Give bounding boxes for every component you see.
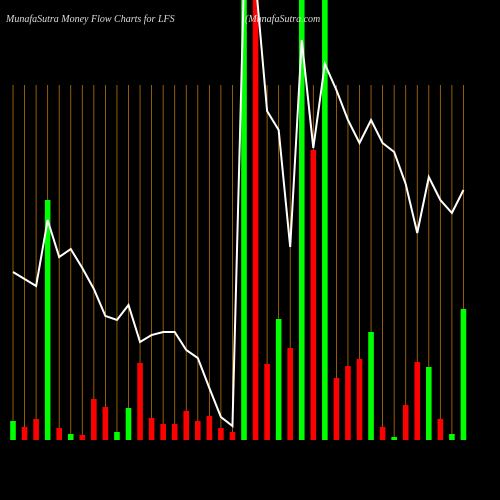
bar <box>298 0 305 440</box>
bar <box>33 419 39 440</box>
bar <box>310 150 317 440</box>
bar <box>114 432 120 440</box>
bar <box>56 428 62 440</box>
bar <box>322 0 328 440</box>
bar <box>10 421 16 440</box>
bar <box>229 432 236 440</box>
line-layer <box>12 0 465 429</box>
bar <box>125 408 132 440</box>
bar <box>414 362 421 440</box>
bar <box>264 364 270 440</box>
bar <box>287 348 293 440</box>
bar <box>79 435 86 440</box>
bar <box>195 421 201 440</box>
bar <box>379 427 386 440</box>
bar <box>333 378 340 440</box>
money-flow-line <box>12 0 465 429</box>
bar <box>426 367 432 440</box>
bar <box>91 399 97 440</box>
bar <box>402 405 409 440</box>
bar <box>275 319 282 440</box>
bar <box>160 424 166 440</box>
bars <box>10 0 467 440</box>
bar <box>368 332 374 440</box>
grid <box>12 85 464 440</box>
bar <box>391 437 397 440</box>
bar <box>206 416 213 440</box>
bar <box>67 434 74 440</box>
bar <box>449 434 455 440</box>
chart-subtitle: (MunafaSutra.com <box>245 14 320 25</box>
bar <box>218 428 224 440</box>
bar <box>437 419 444 440</box>
bar <box>171 424 178 440</box>
bar <box>345 366 351 440</box>
bar <box>356 359 363 440</box>
bar <box>21 427 28 440</box>
chart-title: MunafaSutra Money Flow Charts for LFS <box>5 14 175 25</box>
bar <box>148 418 155 440</box>
bar <box>44 200 51 440</box>
bar <box>183 411 190 440</box>
bar <box>241 0 247 440</box>
bar <box>460 309 467 440</box>
bar <box>137 363 143 440</box>
bar <box>252 0 259 440</box>
bar <box>102 407 109 440</box>
